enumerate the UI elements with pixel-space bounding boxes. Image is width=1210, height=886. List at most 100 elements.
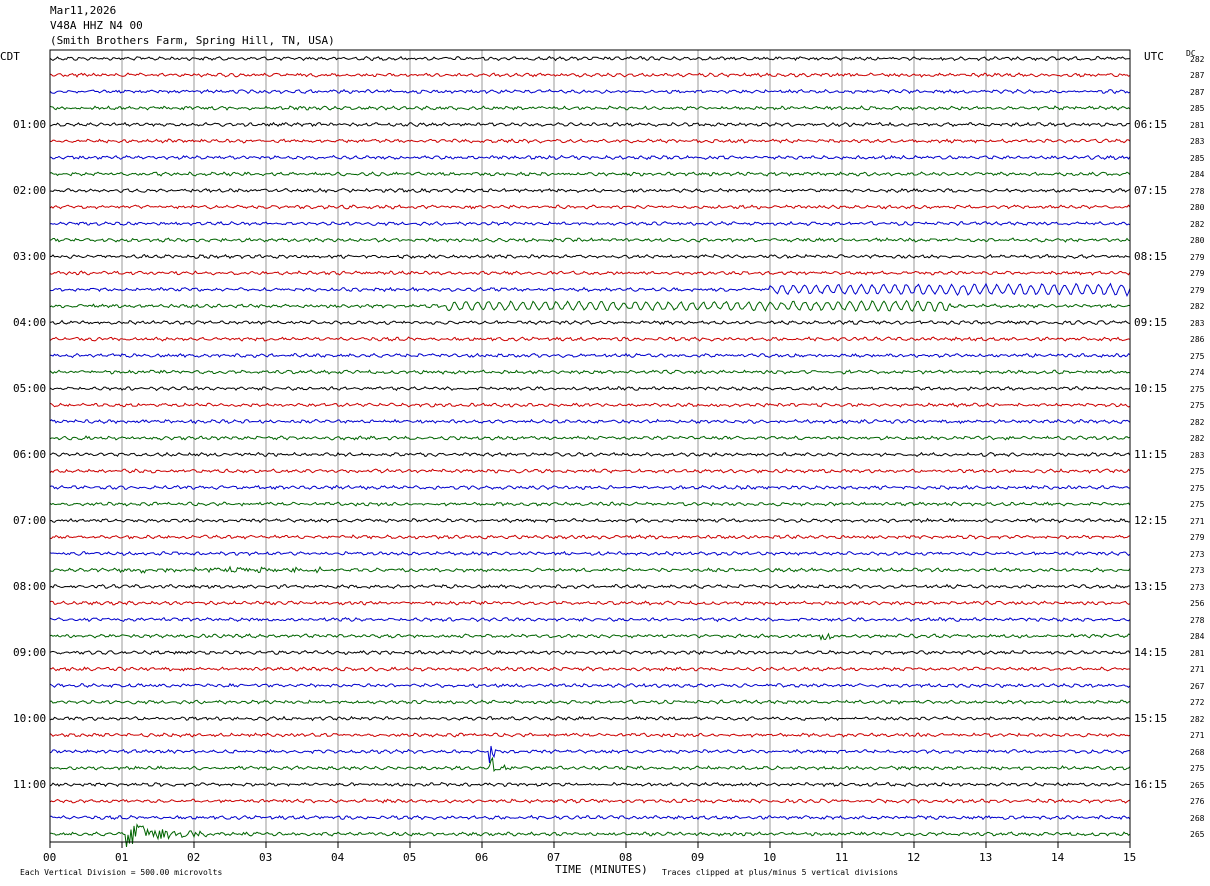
trace-row-7 <box>49 171 1131 177</box>
dc-offset-label: 276 <box>1190 797 1205 806</box>
trace-row-16 <box>49 319 1131 326</box>
trace-row-34 <box>49 616 1131 623</box>
trace-row-32 <box>49 583 1131 590</box>
trace-row-19 <box>49 369 1131 375</box>
dc-offset-label: 283 <box>1190 450 1205 460</box>
cdt-axis-title: CDT <box>0 50 20 63</box>
trace-row-14 <box>49 282 1131 298</box>
dc-offset-label: 282 <box>1190 417 1205 427</box>
dc-offset-label: 280 <box>1190 203 1205 212</box>
utc-hour-label: 11:15 <box>1134 447 1168 461</box>
trace-row-24 <box>49 451 1131 458</box>
trace-row-27 <box>49 501 1131 507</box>
dc-offset-label: 275 <box>1190 384 1205 394</box>
dc-offset-label: 287 <box>1190 87 1205 97</box>
trace-row-38 <box>49 682 1131 688</box>
dc-offset-label: 287 <box>1190 71 1205 80</box>
dc-offset-label: 273 <box>1190 566 1205 575</box>
trace-row-35 <box>49 632 1131 641</box>
scale-note: Each Vertical Division = 500.00 microvol… <box>20 868 223 877</box>
trace-row-29 <box>49 534 1131 540</box>
dc-axis-title: DC <box>1186 49 1196 58</box>
dc-offset-label: 278 <box>1190 615 1205 625</box>
trace-row-2 <box>49 88 1131 95</box>
x-tick-label-15: 15 <box>1123 851 1137 864</box>
trace-row-42 <box>49 745 1130 763</box>
x-tick-label-13: 13 <box>979 851 993 864</box>
x-tick-label-00: 00 <box>43 851 57 864</box>
dc-offset-label: 284 <box>1190 170 1205 179</box>
trace-row-41 <box>49 732 1131 738</box>
trace-row-45 <box>49 798 1131 804</box>
trace-row-22 <box>49 418 1131 425</box>
dc-offset-label: 267 <box>1190 681 1205 691</box>
x-tick-label-03: 03 <box>259 851 273 864</box>
dc-offset-label: 279 <box>1190 269 1205 278</box>
x-tick-label-10: 10 <box>763 851 777 864</box>
trace-row-25 <box>49 468 1131 474</box>
dc-offset-label: 279 <box>1190 285 1205 295</box>
utc-hour-label: 14:15 <box>1134 645 1168 659</box>
dc-offset-label: 274 <box>1190 368 1205 377</box>
trace-row-33 <box>49 600 1131 606</box>
dc-offset-label: 279 <box>1190 533 1205 542</box>
grid-lines <box>121 50 1059 842</box>
cdt-hour-label: 11:00 <box>13 777 47 791</box>
utc-hour-label: 15:15 <box>1134 711 1168 725</box>
x-tick-label-12: 12 <box>907 851 921 864</box>
cdt-hour-label: 01:00 <box>13 117 47 131</box>
x-tick-label-04: 04 <box>331 851 345 864</box>
x-tick-label-02: 02 <box>187 851 201 864</box>
dc-offset-label: 275 <box>1190 401 1205 410</box>
dc-offset-label: 275 <box>1190 483 1205 493</box>
trace-row-20 <box>49 385 1131 392</box>
utc-axis-title: UTC <box>1144 50 1164 63</box>
trace-row-18 <box>49 352 1131 359</box>
trace-row-46 <box>50 814 1131 821</box>
dc-offset-label: 275 <box>1190 764 1205 773</box>
dc-offset-label: 268 <box>1190 813 1205 823</box>
dc-offset-label: 275 <box>1190 467 1205 476</box>
trace-row-4 <box>49 121 1131 128</box>
dc-offset-label: 268 <box>1190 747 1205 757</box>
utc-hour-label: 12:15 <box>1134 513 1168 527</box>
dc-offset-label: 271 <box>1190 665 1205 674</box>
trace-row-40 <box>49 715 1131 722</box>
cdt-hour-label: 09:00 <box>13 645 47 659</box>
clip-note: Traces clipped at plus/minus 5 vertical … <box>662 868 899 877</box>
dc-offset-label: 284 <box>1190 632 1205 641</box>
header-location: (Smith Brothers Farm, Spring Hill, TN, U… <box>50 34 335 47</box>
dc-offset-label: 283 <box>1190 318 1205 328</box>
cdt-hour-label: 10:00 <box>13 711 47 725</box>
dc-offset-label: 283 <box>1190 137 1205 146</box>
trace-row-12 <box>50 253 1131 260</box>
dc-offset-label: 282 <box>1190 54 1205 64</box>
utc-hour-label: 10:15 <box>1134 381 1168 395</box>
x-tick-label-09: 09 <box>691 851 705 864</box>
x-tick-label-01: 01 <box>115 851 129 864</box>
trace-row-10 <box>49 220 1131 227</box>
dc-offset-label: 281 <box>1190 120 1205 130</box>
dc-offset-label: 282 <box>1190 714 1205 724</box>
dc-offset-label: 282 <box>1190 219 1205 229</box>
trace-row-17 <box>49 336 1131 342</box>
plot-frame <box>49 49 1131 843</box>
trace-row-15 <box>49 299 1131 313</box>
trace-row-21 <box>49 402 1131 408</box>
x-axis-label: TIME (MINUTES) <box>555 863 648 876</box>
utc-hour-label: 06:15 <box>1134 117 1168 131</box>
utc-hour-label: 07:15 <box>1134 183 1168 197</box>
dc-offset-label: 279 <box>1190 252 1205 262</box>
trace-row-9 <box>49 204 1131 210</box>
cdt-hour-label: 08:00 <box>13 579 47 593</box>
dc-offset-label: 265 <box>1190 830 1205 839</box>
dc-offset-label: 273 <box>1190 549 1205 559</box>
trace-row-8 <box>49 187 1131 194</box>
trace-row-39 <box>49 699 1131 705</box>
x-tick-label-08: 08 <box>619 851 633 864</box>
dc-offset-label: 280 <box>1190 236 1205 245</box>
dc-offset-label: 265 <box>1190 780 1205 790</box>
utc-hour-label: 09:15 <box>1134 315 1168 329</box>
trace-row-1 <box>49 72 1131 78</box>
